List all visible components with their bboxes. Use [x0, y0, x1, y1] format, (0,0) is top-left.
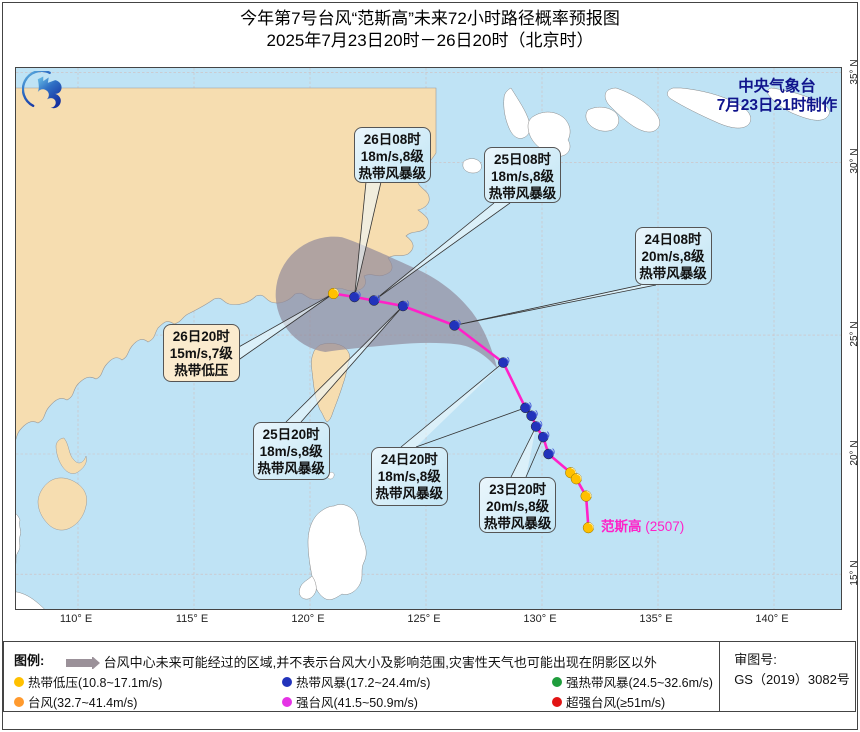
svg-text:范斯高 (2507): 范斯高 (2507): [601, 518, 684, 534]
